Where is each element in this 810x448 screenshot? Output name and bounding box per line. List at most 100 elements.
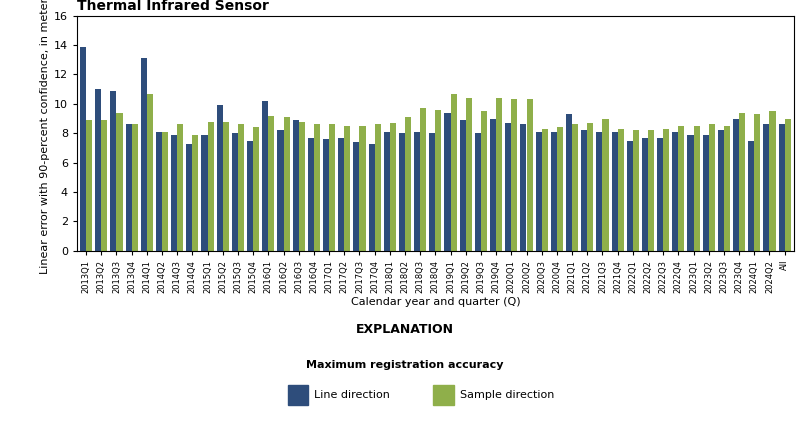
Bar bbox=[505, 123, 511, 251]
Bar bbox=[217, 105, 223, 251]
Bar bbox=[587, 123, 593, 251]
Bar bbox=[141, 58, 147, 251]
Bar bbox=[314, 125, 320, 251]
Bar bbox=[338, 138, 344, 251]
Bar bbox=[520, 125, 526, 251]
Bar bbox=[323, 139, 329, 251]
Bar bbox=[308, 138, 313, 251]
Bar bbox=[253, 127, 259, 251]
Bar bbox=[268, 116, 275, 251]
Bar bbox=[535, 132, 542, 251]
Bar bbox=[117, 113, 122, 251]
Bar bbox=[207, 121, 214, 251]
Bar bbox=[466, 98, 471, 251]
Bar bbox=[193, 135, 198, 251]
Bar bbox=[763, 125, 770, 251]
Bar bbox=[390, 123, 396, 251]
Bar bbox=[262, 101, 268, 251]
Bar bbox=[657, 138, 663, 251]
Text: EXPLANATION: EXPLANATION bbox=[356, 323, 454, 336]
Bar bbox=[754, 114, 761, 251]
Bar bbox=[678, 126, 684, 251]
Bar bbox=[223, 121, 228, 251]
Bar bbox=[429, 133, 435, 251]
Bar bbox=[277, 130, 284, 251]
Bar bbox=[566, 114, 572, 251]
Bar bbox=[162, 132, 168, 251]
Bar bbox=[414, 132, 420, 251]
Bar bbox=[496, 98, 502, 251]
Bar bbox=[156, 132, 162, 251]
Bar bbox=[360, 126, 365, 251]
Bar bbox=[702, 135, 709, 251]
Bar bbox=[399, 133, 405, 251]
Bar bbox=[739, 113, 745, 251]
Bar bbox=[633, 130, 639, 251]
Bar bbox=[672, 132, 678, 251]
Bar bbox=[724, 126, 730, 251]
Bar bbox=[693, 126, 700, 251]
Bar bbox=[785, 119, 791, 251]
Bar bbox=[147, 94, 153, 251]
Bar bbox=[459, 120, 466, 251]
Bar bbox=[101, 120, 107, 251]
Bar bbox=[292, 120, 299, 251]
Bar bbox=[648, 130, 654, 251]
Bar bbox=[126, 125, 131, 251]
Bar bbox=[299, 121, 305, 251]
Bar bbox=[171, 135, 177, 251]
Bar bbox=[80, 47, 86, 251]
Bar bbox=[709, 125, 714, 251]
Bar bbox=[663, 129, 669, 251]
Y-axis label: Linear error with 90-percent confidence, in meters: Linear error with 90-percent confidence,… bbox=[40, 0, 49, 274]
Bar bbox=[329, 125, 335, 251]
Bar bbox=[353, 142, 360, 251]
Text: Maximum registration accuracy: Maximum registration accuracy bbox=[306, 360, 504, 370]
Text: Thermal Infrared Sensor: Thermal Infrared Sensor bbox=[77, 0, 269, 13]
Bar bbox=[475, 133, 481, 251]
Bar bbox=[186, 143, 193, 251]
Bar bbox=[238, 125, 244, 251]
Bar bbox=[450, 94, 457, 251]
Bar bbox=[344, 126, 350, 251]
Bar bbox=[581, 130, 587, 251]
Bar bbox=[627, 141, 633, 251]
Bar bbox=[405, 117, 411, 251]
Bar bbox=[551, 132, 556, 251]
Text: Sample direction: Sample direction bbox=[460, 390, 555, 401]
Bar bbox=[748, 141, 754, 251]
Bar bbox=[202, 135, 207, 251]
Bar bbox=[688, 135, 693, 251]
Bar bbox=[369, 143, 374, 251]
Bar bbox=[511, 99, 518, 251]
Bar bbox=[617, 129, 624, 251]
Bar bbox=[642, 138, 648, 251]
Bar bbox=[96, 89, 101, 251]
Bar bbox=[596, 132, 603, 251]
Bar bbox=[733, 119, 739, 251]
Bar bbox=[384, 132, 390, 251]
Bar bbox=[284, 117, 290, 251]
Bar bbox=[247, 141, 254, 251]
Bar bbox=[86, 120, 92, 251]
Bar bbox=[481, 111, 487, 251]
Bar bbox=[526, 99, 532, 251]
Bar bbox=[445, 113, 450, 251]
Bar bbox=[557, 127, 563, 251]
Bar bbox=[490, 119, 496, 251]
Bar bbox=[374, 125, 381, 251]
Bar bbox=[778, 125, 785, 251]
Bar bbox=[612, 132, 617, 251]
Bar bbox=[572, 125, 578, 251]
Bar bbox=[232, 133, 238, 251]
Bar bbox=[177, 125, 183, 251]
Text: Line direction: Line direction bbox=[314, 390, 390, 401]
Bar bbox=[110, 90, 117, 251]
X-axis label: Calendar year and quarter (Q): Calendar year and quarter (Q) bbox=[351, 297, 520, 307]
Bar bbox=[718, 130, 724, 251]
Bar bbox=[603, 119, 608, 251]
Bar bbox=[542, 129, 548, 251]
Bar bbox=[435, 110, 441, 251]
Bar bbox=[770, 111, 775, 251]
Bar bbox=[131, 125, 138, 251]
